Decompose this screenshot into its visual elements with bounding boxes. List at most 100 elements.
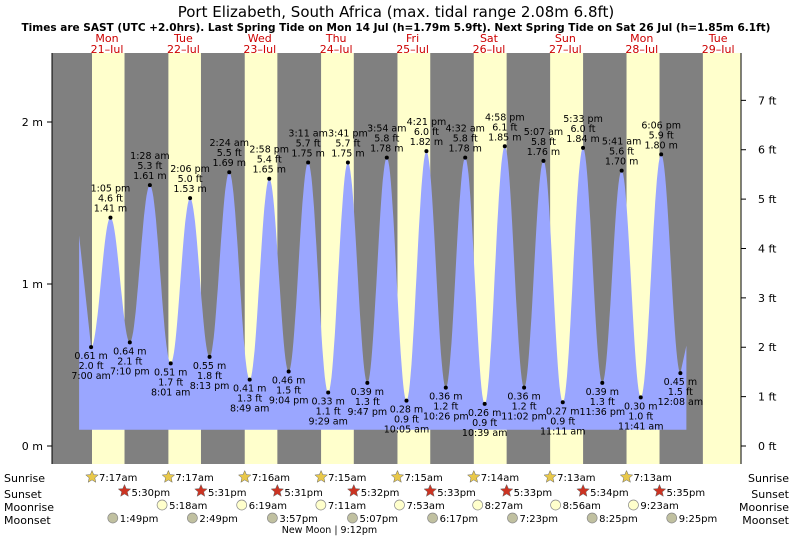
high-tide-label: 2:24 am bbox=[210, 138, 249, 149]
sunrise-time: 7:16am bbox=[252, 473, 290, 484]
tide-point bbox=[581, 145, 586, 150]
high-tide-label: 1.84 m bbox=[566, 134, 599, 145]
left-axis-tick-label: 1 m bbox=[22, 278, 43, 291]
moonset-time: 8:25pm bbox=[599, 514, 638, 525]
high-tide-label: 5:41 am bbox=[602, 137, 641, 148]
high-tide-label: 2:06 pm bbox=[170, 164, 210, 175]
low-tide-label: 1.0 ft bbox=[628, 411, 653, 422]
sunrise-time: 7:17am bbox=[175, 473, 213, 484]
sunset-star-icon bbox=[117, 483, 132, 497]
sunset-star-icon bbox=[652, 483, 667, 497]
axes: 0 m 1 m 2 m 0 ft 1 ft 2 ft 3 ft 4 ft 5 ft 6 ft 7 f… bbox=[22, 53, 777, 464]
tide-point bbox=[365, 380, 370, 385]
low-tide-label: 1.3 ft bbox=[590, 397, 615, 408]
moonset-icon bbox=[347, 512, 358, 524]
moonset-icon bbox=[666, 512, 678, 524]
low-tide-label: 8:13 pm bbox=[190, 381, 230, 392]
tide-point bbox=[227, 170, 232, 175]
day-header-name: Wed bbox=[248, 32, 272, 45]
moonrise-time: 7:53am bbox=[406, 501, 444, 512]
low-tide-label: 1.5 ft bbox=[276, 385, 301, 396]
right-axis-tick-label: 4 ft bbox=[758, 242, 777, 255]
low-tide-label: 0.39 m bbox=[586, 387, 619, 398]
sunset-star-icon bbox=[423, 483, 438, 497]
day-header-name: Tue bbox=[173, 32, 193, 45]
tide-point bbox=[89, 345, 94, 350]
right-axis-tick-label: 2 ft bbox=[758, 341, 777, 354]
moonrise-icon bbox=[394, 499, 405, 511]
high-tide-label: 1.70 m bbox=[605, 157, 638, 168]
low-tide-label: 7:00 am bbox=[71, 371, 110, 382]
low-tide-label: 1.7 ft bbox=[158, 377, 183, 388]
day-header-name: Sun bbox=[555, 32, 576, 45]
moonset-row-label: Moonset bbox=[4, 514, 51, 527]
tide-point bbox=[127, 340, 132, 345]
high-tide-label: 5.6 ft bbox=[609, 147, 634, 158]
high-tide-label: 5:07 am bbox=[524, 127, 563, 138]
tide-point bbox=[659, 152, 664, 157]
left-axis-tick-label: 2 m bbox=[22, 116, 43, 129]
low-tide-label: 0.33 m bbox=[311, 397, 344, 408]
sunrise-star-icon bbox=[85, 469, 99, 483]
sunrise-time: 7:13am bbox=[634, 473, 672, 484]
sunrise-star-icon bbox=[543, 469, 557, 483]
tide-point bbox=[541, 158, 546, 163]
moonrise-icon bbox=[315, 499, 327, 511]
chart-title: Port Elizabeth, South Africa (max. tidal… bbox=[178, 3, 615, 21]
sunrise-star-icon bbox=[466, 469, 481, 483]
sunrise-time: 7:15am bbox=[404, 473, 442, 484]
sunrise-star-icon bbox=[314, 469, 328, 483]
moonset-icon bbox=[507, 512, 518, 524]
sunset-time: 5:35pm bbox=[667, 488, 706, 499]
high-tide-label: 5.9 ft bbox=[649, 130, 674, 141]
sunset-time: 5:34pm bbox=[590, 488, 629, 499]
day-header-date: 26–Jul bbox=[473, 43, 506, 56]
tide-point bbox=[286, 369, 291, 374]
moonset-icon bbox=[107, 512, 119, 524]
sunrise-star-icon bbox=[390, 469, 405, 483]
day-header-date: 22–Jul bbox=[167, 43, 200, 56]
low-tide-label: 1.5 ft bbox=[668, 387, 693, 398]
tide-point bbox=[522, 385, 527, 390]
moonrise-row-label: Moonrise bbox=[4, 501, 54, 514]
sunset-star-icon bbox=[499, 483, 514, 497]
high-tide-label: 5.3 ft bbox=[137, 161, 162, 172]
sunset-time: 5:30pm bbox=[132, 488, 171, 499]
low-tide-label: 12:08 am bbox=[658, 397, 703, 408]
chart-subtitle: Times are SAST (UTC +2.0hrs). Last Sprin… bbox=[22, 22, 771, 34]
moonrise-time: 6:19am bbox=[249, 501, 287, 512]
moonrise-row-label-right: Moonrise bbox=[739, 501, 789, 514]
high-tide-label: 5.0 ft bbox=[178, 174, 203, 185]
sunset-star-icon bbox=[576, 483, 590, 497]
tide-point bbox=[404, 398, 409, 403]
high-tide-label: 4:58 pm bbox=[485, 112, 525, 123]
day-header-name: Mon bbox=[630, 32, 653, 45]
tide-point bbox=[600, 380, 605, 385]
tide-point bbox=[207, 354, 212, 359]
high-tide-label: 6:06 pm bbox=[641, 120, 681, 131]
high-tide-label: 5.8 ft bbox=[374, 134, 399, 145]
low-tide-label: 0.27 m bbox=[546, 406, 579, 417]
sunset-time: 5:31pm bbox=[284, 488, 323, 499]
high-tide-label: 4:32 am bbox=[445, 124, 484, 135]
sunrise-time: 7:14am bbox=[481, 473, 519, 484]
moonset-time: 6:17pm bbox=[440, 514, 479, 525]
day-header-date: 29–Jul bbox=[702, 43, 735, 56]
moonrise-icon bbox=[236, 499, 248, 511]
day-header-date: 25–Jul bbox=[396, 43, 429, 56]
moon-phase-label: New Moon | 9:12pm bbox=[282, 525, 377, 536]
low-tide-label: 0.28 m bbox=[390, 405, 423, 416]
high-tide-label: 5.8 ft bbox=[453, 134, 478, 145]
low-tide-label: 0.30 m bbox=[624, 401, 657, 412]
high-tide-label: 5.8 ft bbox=[531, 137, 556, 148]
high-tide-label: 5.4 ft bbox=[257, 155, 282, 166]
high-tide-label: 2:58 pm bbox=[249, 145, 289, 156]
low-tide-label: 2.0 ft bbox=[79, 361, 104, 372]
daylight-band bbox=[702, 53, 741, 464]
moonrise-time: 9:23am bbox=[640, 501, 678, 512]
high-tide-label: 1.78 m bbox=[370, 144, 403, 155]
high-tide-label: 1.53 m bbox=[173, 184, 206, 195]
right-axis-tick-label: 1 ft bbox=[758, 391, 777, 404]
low-tide-label: 9:29 am bbox=[308, 417, 347, 428]
